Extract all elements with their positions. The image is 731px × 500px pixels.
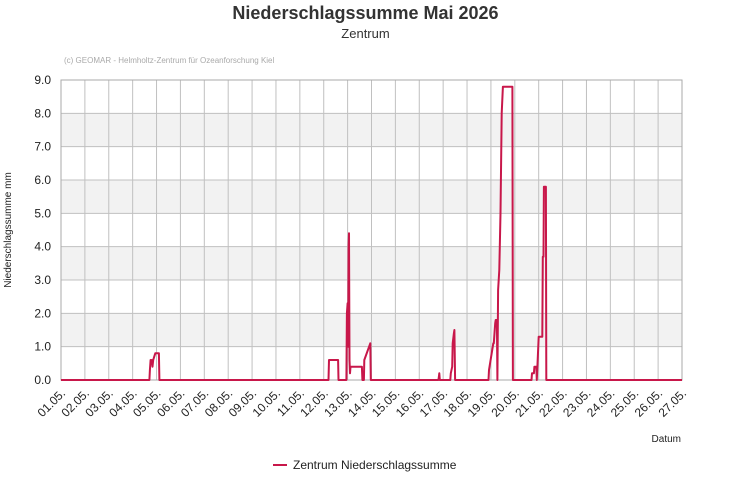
y-tick-label: 8.0 (34, 106, 51, 120)
y-tick-label: 7.0 (34, 140, 51, 154)
y-axis-label: Niederschlagssumme mm (3, 172, 14, 288)
y-tick-label: 5.0 (34, 206, 51, 220)
chart-subtitle: Zentrum (341, 26, 389, 41)
legend-label: Zentrum Niederschlagssumme (293, 458, 457, 472)
series-group (61, 85, 682, 381)
x-tick-label: 10.05. (250, 386, 283, 419)
chart-credit: (c) GEOMAR - Helmholtz-Zentrum für Ozean… (64, 56, 275, 65)
y-tick-label: 0.0 (34, 373, 51, 387)
y-tick-label: 4.0 (34, 240, 51, 254)
y-tick-label: 6.0 (34, 173, 51, 187)
series-line-0[interactable] (61, 85, 682, 381)
y-tick-label: 3.0 (34, 273, 51, 287)
y-axis-ticks: 0.0 1.0 2.0 3.0 4.0 5.0 6.0 7.0 8.0 9.0 (34, 73, 51, 387)
x-axis-label: Datum (652, 434, 681, 445)
y-tick-label: 9.0 (34, 73, 51, 87)
x-tick-label: 27.05. (656, 386, 689, 419)
y-tick-label: 1.0 (34, 340, 51, 354)
legend[interactable]: Zentrum Niederschlagssumme (273, 458, 457, 472)
chart-title: Niederschlagssumme Mai 2026 (232, 3, 498, 23)
x-axis-ticks: 01.05.02.05.03.05.04.05.05.05.06.05.07.0… (35, 386, 689, 419)
y-tick-label: 2.0 (34, 306, 51, 320)
